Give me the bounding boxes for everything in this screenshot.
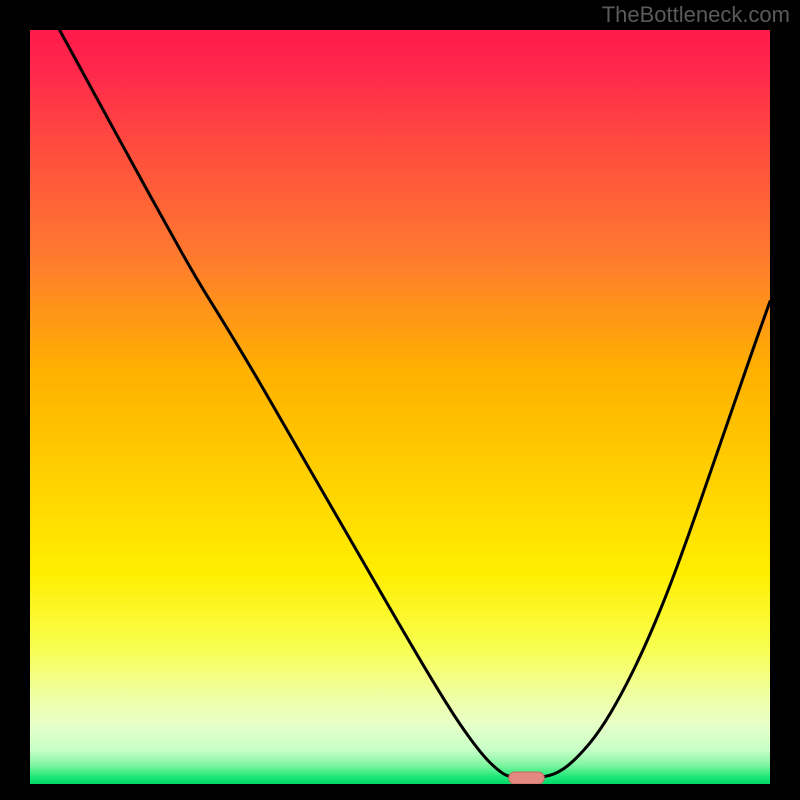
gradient-background [30,30,770,784]
watermark-text: TheBottleneck.com [602,2,790,28]
plot-area [30,30,770,784]
plot-svg [30,30,770,784]
chart-frame: TheBottleneck.com [0,0,800,800]
curve-marker [509,772,545,784]
